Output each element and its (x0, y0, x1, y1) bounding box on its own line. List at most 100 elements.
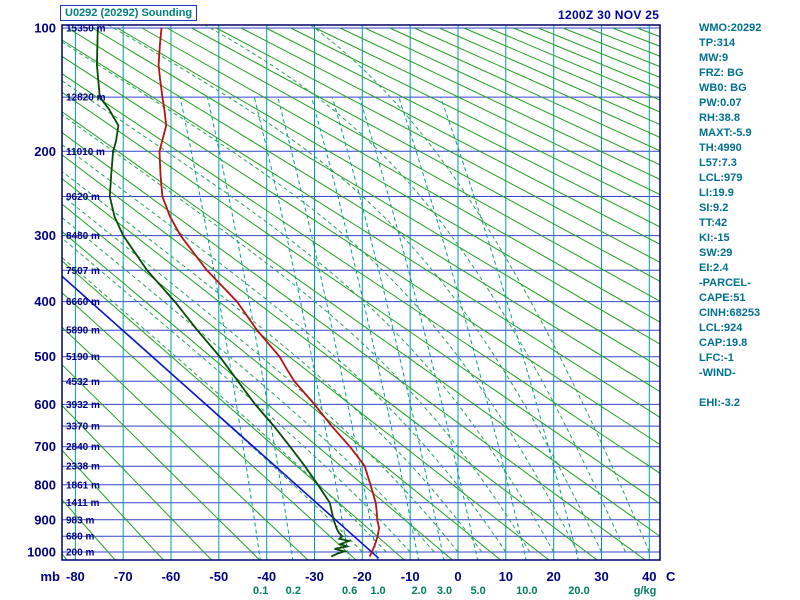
moist-adiabat-line (62, 195, 459, 553)
dry-adiabat-line (62, 327, 309, 560)
mixing-ratio-line (253, 96, 350, 560)
stat-line: EHI:-3.2 (699, 397, 740, 409)
dry-adiabat-line (488, 27, 660, 101)
dry-adiabat-line (141, 27, 660, 323)
stats-panel: WMO:20292 TP:314 MW:9 FRZ: BG WB0: BG PW:0.07… (699, 21, 799, 411)
mixing-ratio-line (331, 96, 445, 560)
stat-line: LCL:979 (699, 172, 743, 184)
temperature-unit-label: C (666, 569, 676, 584)
mixing-ratio-tick-label: 3.0 (437, 585, 452, 597)
stat-line: WMO:20292 (699, 22, 762, 34)
pressure-tick-label: 200 (34, 144, 56, 159)
dry-adiabat-line (62, 91, 660, 505)
pressure-tick-label: 100 (34, 21, 56, 36)
height-label: 15350 m (66, 24, 106, 35)
temperature-tick-label: -40 (257, 569, 276, 584)
mixing-ratio-unit-label: g/kg (634, 585, 657, 597)
dry-adiabat-line (315, 27, 660, 195)
dry-adiabat-line (438, 27, 660, 125)
mixing-ratio-tick-label: 5.0 (470, 585, 485, 597)
mixing-ratio-line (277, 96, 378, 560)
height-label: 3932 m (66, 400, 100, 411)
dry-adiabat-line (587, 27, 660, 57)
height-label: 7507 m (66, 266, 100, 277)
plot-area (62, 25, 660, 560)
temperature-trace (157, 27, 381, 558)
moist-adiabat-line (62, 217, 435, 553)
dry-adiabat-line (339, 27, 660, 180)
stat-line: CAPE:51 (699, 292, 746, 304)
height-label: 12820 m (66, 93, 106, 104)
dry-adiabat-line (562, 27, 660, 67)
dry-adiabat-line (265, 27, 660, 228)
pressure-tick-label: 1000 (27, 545, 56, 560)
pressure-tick-label: 700 (34, 439, 56, 454)
dry-adiabat-line (62, 292, 357, 560)
dry-adiabat-line (389, 27, 660, 152)
mixing-ratio-line (398, 96, 527, 560)
height-label: 5890 m (66, 326, 100, 337)
temperature-tick-label: -10 (401, 569, 420, 584)
moist-adiabat-line (62, 80, 555, 553)
stat-line: PW:0.07 (699, 97, 742, 109)
height-label: 4532 m (66, 377, 100, 388)
moist-adiabat-line (62, 41, 579, 553)
stat-line: LCL:924 (699, 322, 743, 334)
pressure-tick-label: 600 (34, 397, 56, 412)
mixing-ratio-tick-label: 2.0 (411, 585, 426, 597)
sounding-title-box: U0292 (20292) Sounding (60, 5, 198, 21)
temperature-tick-label: 40 (642, 569, 656, 584)
height-label: 2840 m (66, 442, 100, 453)
mixing-ratio-tick-label: 20.0 (568, 585, 589, 597)
pressure-tick-label: 800 (34, 477, 56, 492)
dry-adiabat-line (513, 27, 660, 89)
dry-adiabat-line (414, 27, 660, 138)
temperature-tick-label: -20 (353, 569, 372, 584)
stat-line: -PARCEL- (699, 277, 751, 289)
temperature-tick-label: -70 (114, 569, 133, 584)
temperature-tick-label: 30 (594, 569, 608, 584)
height-label: 5190 m (66, 352, 100, 363)
stat-line: TT:42 (699, 217, 728, 229)
temperature-tick-label: -60 (162, 569, 181, 584)
temperature-tick-label: -80 (66, 569, 85, 584)
dry-adiabat-line (62, 178, 550, 560)
dry-adiabat-line (62, 450, 164, 560)
temperature-tick-label: 0 (454, 569, 461, 584)
page-title: U0292 (20292) Sounding (65, 7, 193, 19)
mixing-ratio-axis-labels: 0.1 0.2 0.6 1.0 2.0 3.0 5.0 10.0 20.0 g/kg (253, 585, 656, 597)
dry-adiabat-line (191, 27, 660, 282)
mixing-ratio-line (440, 96, 579, 560)
height-label: 200 m (66, 548, 94, 559)
mixing-ratio-line (311, 96, 419, 560)
dry-adiabat-line (92, 27, 660, 368)
temperature-tick-label: -50 (209, 569, 228, 584)
stat-line: -WIND- (699, 367, 736, 379)
pressure-tick-label: 400 (34, 294, 56, 309)
dry-adiabat-line (62, 364, 260, 560)
stat-line: CINH:68253 (699, 307, 761, 319)
pressure-unit-label: mb (41, 569, 61, 584)
stat-line: TH:4990 (699, 142, 742, 154)
dry-adiabat-line (62, 260, 405, 560)
stat-line: SI:9.2 (699, 202, 729, 214)
mixing-ratio-lines (179, 96, 579, 560)
height-label: 983 m (66, 515, 94, 526)
dry-adiabat-line (67, 27, 660, 392)
dry-adiabat-line (62, 203, 501, 560)
stat-line: KI:-15 (699, 232, 730, 244)
height-label: 9620 m (66, 192, 100, 203)
dry-adiabat-line (637, 27, 660, 37)
stat-line: TP:314 (699, 37, 736, 49)
height-label: 1861 m (66, 480, 100, 491)
dry-adiabat-line (62, 56, 660, 445)
moist-adiabat-line (62, 114, 531, 553)
isotherm-gridlines (74, 25, 650, 560)
temperature-tick-label: 20 (546, 569, 560, 584)
dry-adiabat-line (62, 154, 598, 560)
dry-adiabat-line (538, 27, 660, 78)
mixing-ratio-tick-label: 0.2 (286, 585, 301, 597)
height-labels: 15350 m 12820 m 11010 m 9620 m 8480 m 7507 m 6… (66, 24, 106, 559)
